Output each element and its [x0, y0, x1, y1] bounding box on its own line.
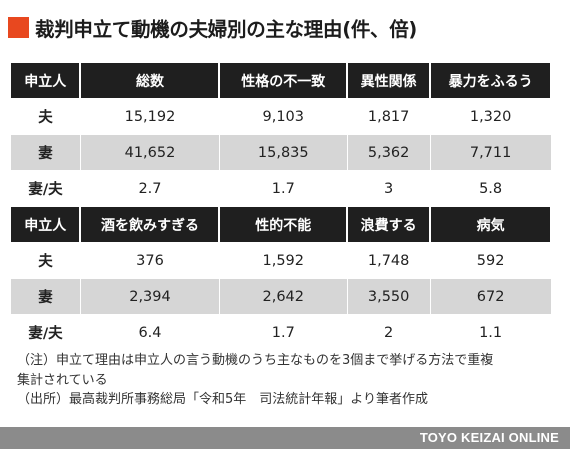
footer-bar: TOYO KEIZAI ONLINE: [0, 427, 570, 449]
table1-header-row: 申立人 総数 性格の不一致 異性関係 暴力をふるう: [11, 63, 552, 98]
table-cell: 672: [430, 279, 552, 314]
table-cell: 2,642: [219, 279, 348, 314]
note-line: 集計されている: [17, 372, 108, 388]
row-label: 妻: [11, 135, 81, 170]
brand-name: TOYO KEIZAI ONLINE: [419, 430, 559, 445]
source-line: （出所）最高裁判所事務総局「令和5年 司法統計年報」より筆者作成: [17, 392, 429, 407]
table-cell: 1.7: [219, 170, 348, 207]
table2-header-row: 申立人 酒を飲みすぎる 性的不能 浪費する 病気: [11, 207, 552, 242]
table-cell: 2,394: [80, 279, 220, 314]
column-header: 性格の不一致: [219, 63, 349, 98]
column-header: 申立人: [11, 207, 82, 242]
table-cell: 1.1: [430, 314, 552, 351]
column-header: 異性関係: [347, 63, 432, 98]
table-cell: 7,711: [430, 135, 552, 170]
data-table: 申立人 総数 性格の不一致 異性関係 暴力をふるう 夫 15,192 9,103…: [11, 63, 552, 351]
table-row: 妻 41,652 15,835 5,362 7,711: [11, 135, 552, 170]
column-header: 病気: [430, 207, 552, 242]
table-cell: 592: [430, 242, 552, 279]
table-row: 妻 2,394 2,642 3,550 672: [11, 279, 552, 314]
column-header: 暴力をふるう: [430, 63, 552, 98]
table-cell: 15,835: [219, 135, 348, 170]
table-cell: 41,652: [80, 135, 220, 170]
table-cell: 2.7: [80, 170, 220, 207]
row-label: 妻/夫: [11, 170, 81, 207]
table-cell: 1,592: [219, 242, 348, 279]
footnotes: （注）申立て理由は申立人の言う動機のうち主なものを3個まで挙げる方法で重複 集計…: [17, 351, 557, 410]
column-header: 申立人: [11, 63, 82, 98]
column-header: 酒を飲みすぎる: [80, 207, 221, 242]
note-line: （注）申立て理由は申立人の言う動機のうち主なものを3個まで挙げる方法で重複: [17, 353, 494, 368]
page-title: 裁判申立て動機の夫婦別の主な理由(件、倍): [35, 17, 418, 41]
row-label: 夫: [11, 98, 81, 135]
table-cell: 1,748: [347, 242, 431, 279]
table-row: 妻/夫 2.7 1.7 3 5.8: [11, 170, 552, 207]
table-cell: 376: [80, 242, 220, 279]
row-label: 夫: [11, 242, 81, 279]
column-header: 性的不能: [219, 207, 349, 242]
table-cell: 5.8: [430, 170, 552, 207]
table-cell: 1,320: [430, 98, 552, 135]
column-header: 浪費する: [347, 207, 432, 242]
table-cell: 15,192: [80, 98, 220, 135]
row-label: 妻: [11, 279, 81, 314]
row-label: 妻/夫: [11, 314, 81, 351]
table-row: 夫 15,192 9,103 1,817 1,320: [11, 98, 552, 135]
table-cell: 6.4: [80, 314, 220, 351]
title-accent-square: [8, 16, 29, 38]
table-cell: 5,362: [347, 135, 431, 170]
table-cell: 9,103: [219, 98, 348, 135]
table-cell: 3,550: [347, 279, 431, 314]
table-cell: 1.7: [219, 314, 348, 351]
table-cell: 2: [347, 314, 431, 351]
table-row: 妻/夫 6.4 1.7 2 1.1: [11, 314, 552, 351]
table-cell: 1,817: [347, 98, 431, 135]
table-row: 夫 376 1,592 1,748 592: [11, 242, 552, 279]
column-header: 総数: [80, 63, 221, 98]
table-cell: 3: [347, 170, 431, 207]
title-bar: 裁判申立て動機の夫婦別の主な理由(件、倍): [8, 14, 418, 41]
